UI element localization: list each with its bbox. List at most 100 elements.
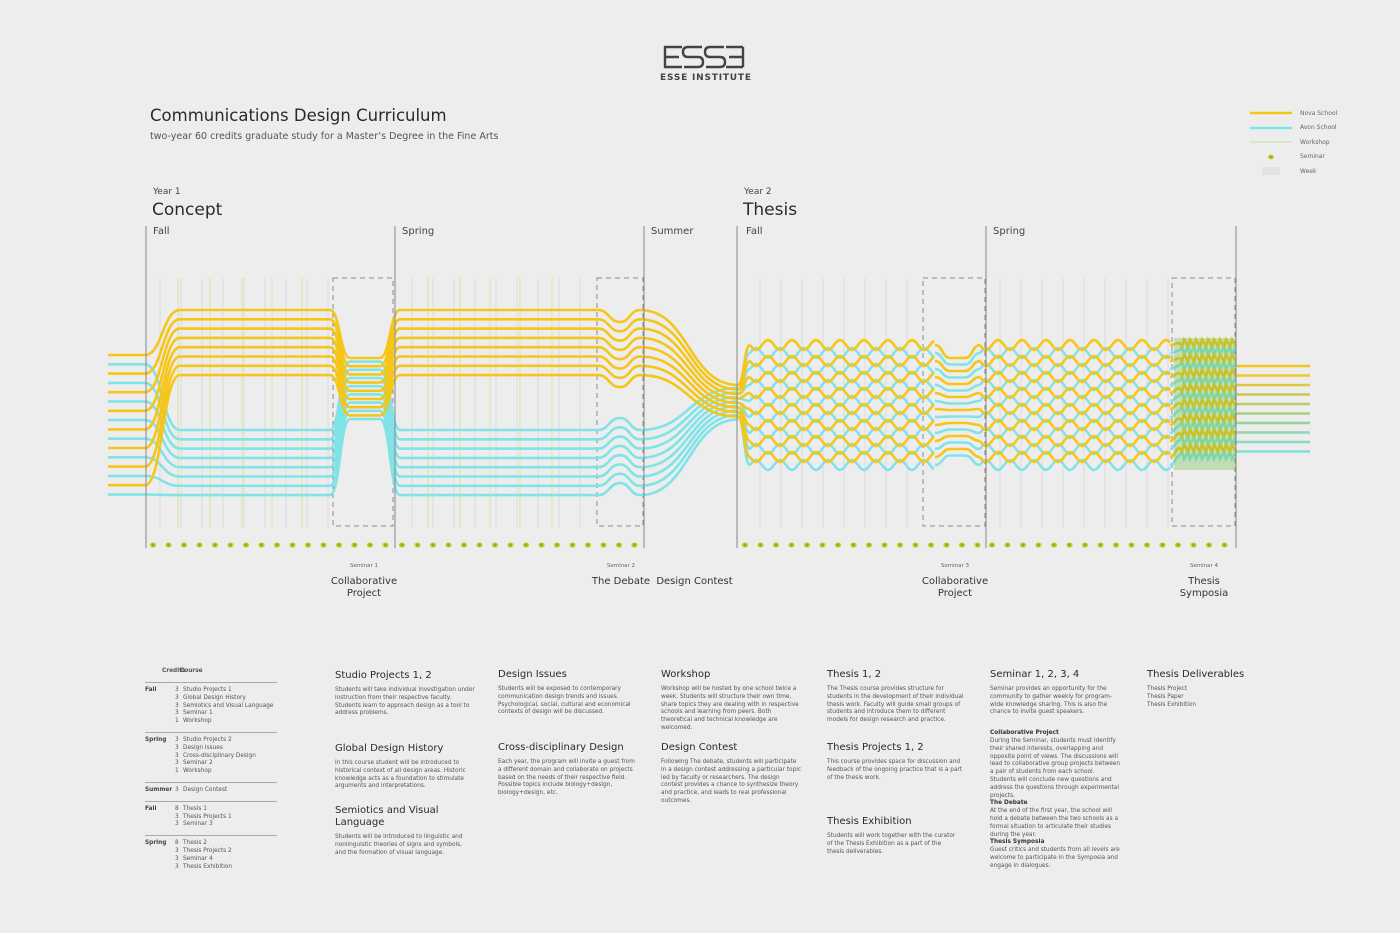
nova-line — [978, 386, 1171, 400]
avon-line — [934, 351, 981, 366]
avon-line — [108, 376, 739, 450]
nova-line — [934, 343, 981, 360]
course-text: Students will be exposed to contemporary… — [498, 686, 631, 716]
season-label: Fall — [153, 226, 170, 237]
seminar-dot-core — [244, 543, 248, 547]
workshop-swatch — [1250, 138, 1292, 146]
nova-line — [108, 336, 739, 413]
avon-line — [1169, 394, 1181, 403]
course-title: Cross-disciplinary Design — [498, 742, 624, 753]
seminar-dot-core — [1021, 543, 1025, 547]
nova-line — [934, 375, 981, 386]
seminar-name: Design Contest — [656, 576, 733, 587]
legend-item-seminar: Seminar — [1250, 150, 1370, 165]
avon-line — [108, 384, 739, 460]
course-description: Thesis 1, 2 The Thesis course provides s… — [827, 669, 967, 725]
course-title: Thesis 1, 2 — [827, 669, 882, 680]
avon-line — [748, 458, 935, 472]
seminar-dots — [149, 542, 1228, 548]
nova-line — [934, 421, 981, 427]
credits-term: Summer — [145, 786, 173, 793]
seminar-dot-core — [758, 543, 763, 547]
nova-line — [736, 343, 752, 387]
avon-line — [108, 409, 739, 488]
nova-line — [978, 354, 1171, 368]
seminar-dot-core — [1207, 543, 1211, 547]
nova-line — [1169, 401, 1181, 411]
seminar-dot-core — [290, 543, 295, 547]
seminar-dot-core — [1005, 543, 1010, 547]
esse-logo-mark — [663, 45, 745, 69]
nova-line — [737, 410, 751, 443]
credits-term: Spring — [145, 736, 167, 743]
seminar-box — [1171, 277, 1236, 527]
legend-item-week: Week — [1250, 164, 1370, 179]
subsection-title: Collaborative Project — [990, 730, 1059, 737]
nova-line — [1178, 426, 1238, 440]
avon-line — [934, 415, 981, 419]
seminar-dot-core — [166, 543, 171, 547]
seminar-dot-core — [944, 543, 949, 547]
seminar-dot-core — [851, 543, 856, 547]
legend-item-nova: Nova School — [1250, 106, 1370, 121]
nova-line — [748, 434, 935, 448]
deliverable-item: Thesis Project — [1147, 686, 1188, 692]
course-text: Each year, the program will invite a gue… — [498, 759, 635, 797]
seminar-dot-core — [1145, 543, 1149, 547]
seminar-dot-core — [415, 543, 420, 547]
season-label: Summer — [651, 226, 694, 237]
nova-line — [736, 415, 752, 459]
nova-line — [934, 391, 981, 399]
year-1-name: Concept — [152, 200, 223, 220]
seminar-dot-core — [337, 543, 341, 547]
nova-line — [108, 355, 739, 450]
page-subtitle: two-year 60 credits graduate study for a… — [150, 131, 499, 142]
nova-line — [1169, 386, 1181, 395]
seminar-dot-core — [197, 543, 202, 547]
seminar-dot-core — [570, 543, 575, 547]
avon-line — [1169, 454, 1181, 467]
nova-line — [737, 406, 751, 427]
avon-line — [1169, 439, 1181, 451]
nova-line — [1178, 381, 1238, 395]
nova-line — [748, 370, 935, 384]
seminar-dot-core — [151, 543, 155, 547]
credits-row: 1 Workshop — [175, 718, 212, 725]
seminar-dot-core — [275, 543, 279, 547]
seminar-swatch — [1250, 153, 1292, 161]
seminar-dot-core — [929, 543, 933, 547]
credits-row: 3 Seminar 4 — [175, 855, 213, 862]
seminar-dot-core — [1222, 543, 1227, 547]
seminar-dot-core — [431, 543, 435, 547]
credits-row: 8 Thesis 1 — [175, 805, 207, 812]
deliverable-item: Thesis Paper — [1147, 693, 1184, 700]
credits-row: 3 Seminar 1 — [175, 710, 213, 717]
course-description: Cross-disciplinary Design Each year, the… — [498, 742, 638, 798]
nova-line — [1169, 371, 1181, 379]
credits-row: 3 Thesis Exhibition — [175, 863, 233, 870]
seminar-dot-core — [228, 543, 233, 547]
seminar-name: Collaborative Project — [330, 576, 398, 599]
credits-group: Spring 3 Studio Projects 2 3 Design Issues… — [145, 731, 277, 776]
nova-line — [108, 345, 739, 431]
nova-line — [748, 418, 935, 432]
credits-group: Fall 3 Studio Projects 1 3 Global Design H… — [145, 682, 277, 726]
curriculum-flow-diagram — [108, 226, 1310, 548]
subsection-text: Guest critics and students from all leve… — [990, 847, 1120, 869]
credits-row: 3 Seminar 3 — [175, 821, 213, 828]
seminar-dot-core — [1191, 543, 1196, 547]
nova-line — [108, 373, 739, 487]
seminar-dot-core — [493, 543, 497, 547]
avon-line — [934, 383, 981, 392]
seminar-dot-core — [774, 543, 778, 547]
nova-line — [934, 434, 981, 443]
nova-line — [934, 447, 981, 459]
avon-line — [108, 360, 739, 432]
seminar-dot-core — [617, 543, 621, 547]
course-title: Seminar 1, 2, 3, 4 — [990, 669, 1080, 680]
course-title: Thesis Projects 1, 2 — [827, 742, 924, 753]
course-description: Design Contest Following The debate, stu… — [661, 742, 801, 806]
nova-line — [978, 402, 1171, 416]
course-title: Global Design History — [335, 743, 444, 754]
nova-line — [748, 386, 935, 400]
